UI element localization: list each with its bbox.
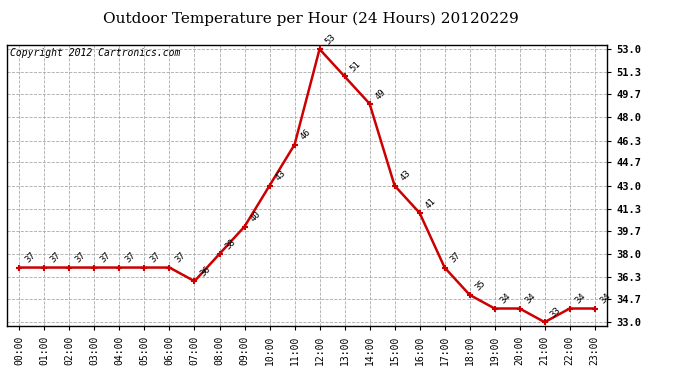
Text: 41: 41 (424, 196, 437, 210)
Text: 36: 36 (199, 264, 213, 278)
Text: 43: 43 (399, 169, 413, 183)
Text: 37: 37 (23, 251, 37, 265)
Text: 37: 37 (48, 251, 63, 265)
Text: 37: 37 (448, 251, 463, 265)
Text: Copyright 2012 Cartronics.com: Copyright 2012 Cartronics.com (10, 48, 180, 58)
Text: 34: 34 (524, 292, 538, 306)
Text: 43: 43 (274, 169, 288, 183)
Text: 37: 37 (74, 251, 88, 265)
Text: 49: 49 (374, 87, 388, 101)
Text: 37: 37 (99, 251, 112, 265)
Text: 46: 46 (299, 128, 313, 142)
Text: 51: 51 (348, 60, 363, 74)
Text: 53: 53 (324, 32, 337, 46)
Text: 34: 34 (499, 292, 513, 306)
Text: 37: 37 (174, 251, 188, 265)
Text: 33: 33 (549, 305, 563, 320)
Text: 38: 38 (224, 237, 237, 251)
Text: Outdoor Temperature per Hour (24 Hours) 20120229: Outdoor Temperature per Hour (24 Hours) … (103, 11, 518, 26)
Text: 37: 37 (148, 251, 163, 265)
Text: 37: 37 (124, 251, 137, 265)
Text: 34: 34 (599, 292, 613, 306)
Text: 35: 35 (474, 278, 488, 292)
Text: 40: 40 (248, 210, 263, 224)
Text: 34: 34 (574, 292, 588, 306)
